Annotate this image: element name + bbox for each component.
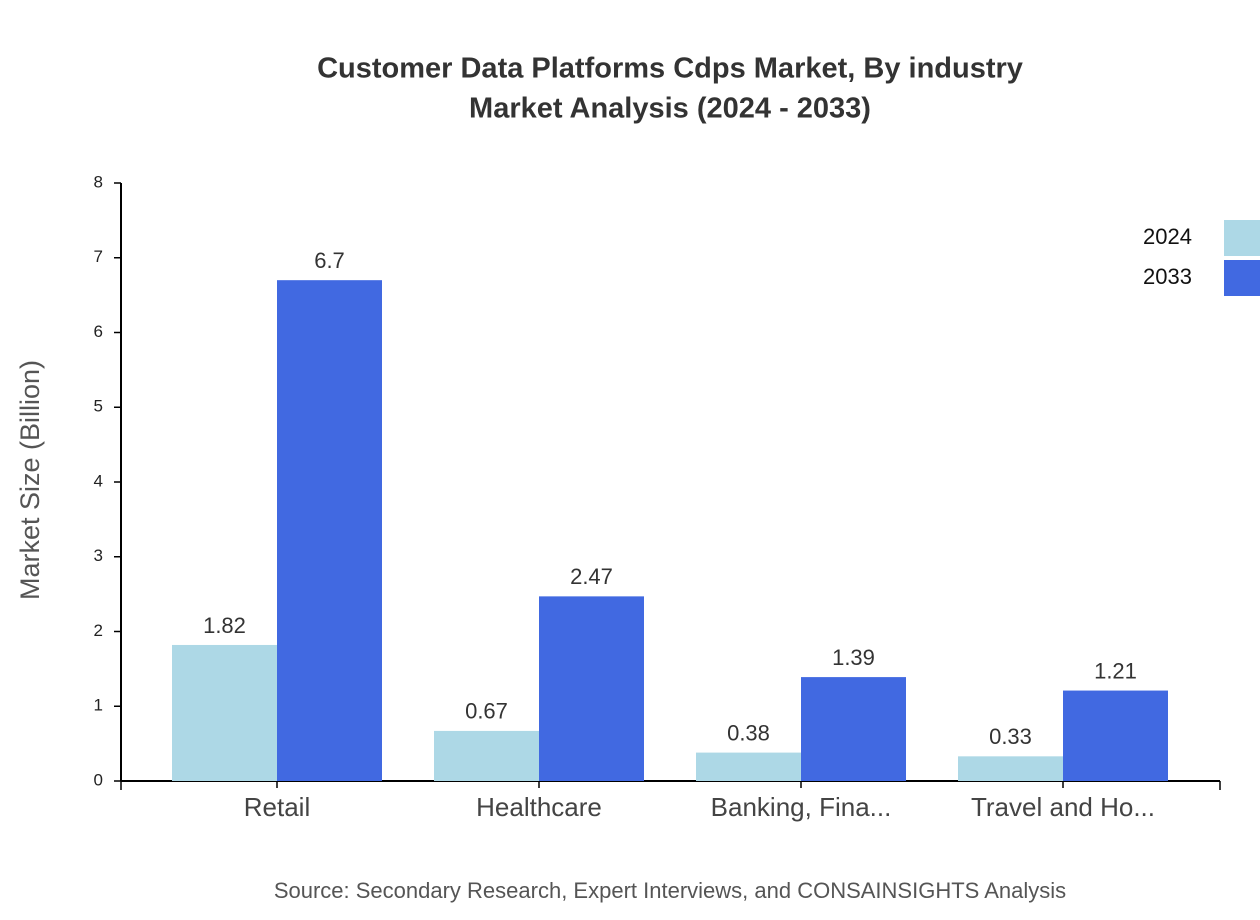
y-tick-label: 6	[94, 322, 103, 341]
y-tick-label: 5	[94, 397, 103, 416]
chart-title: Customer Data Platforms Cdps Market, By …	[317, 53, 1023, 85]
x-tick-label: Healthcare	[476, 792, 602, 822]
value-label: 1.21	[1094, 658, 1137, 683]
bar	[539, 596, 644, 781]
bar	[434, 730, 539, 781]
y-tick-label: 7	[94, 247, 103, 266]
legend-label: 2024	[1143, 224, 1192, 249]
bar	[172, 644, 277, 781]
bar	[277, 280, 382, 781]
y-tick-label: 1	[94, 696, 103, 715]
bar	[801, 677, 906, 781]
chart-subtitle: Market Analysis (2024 - 2033)	[469, 93, 871, 125]
y-tick-label: 0	[94, 770, 103, 789]
legend-label: 2033	[1143, 264, 1192, 289]
y-axis-title: Market Size (Billion)	[15, 360, 45, 600]
value-label: 2.47	[570, 564, 613, 589]
legend-swatch	[1224, 220, 1260, 256]
bar	[1063, 690, 1168, 781]
bar	[696, 752, 801, 781]
value-label: 0.67	[465, 699, 508, 724]
y-tick-label: 8	[94, 172, 103, 191]
value-label: 1.82	[203, 613, 246, 638]
value-label: 0.38	[727, 720, 770, 745]
value-label: 6.7	[314, 248, 345, 273]
value-label: 0.33	[989, 724, 1032, 749]
value-label: 1.39	[832, 645, 875, 670]
y-tick-label: 2	[94, 621, 103, 640]
legend-swatch	[1224, 260, 1260, 296]
x-tick-label: Travel and Ho...	[971, 792, 1155, 822]
bar	[958, 756, 1063, 781]
y-tick-label: 3	[94, 546, 103, 565]
source-note: Source: Secondary Research, Expert Inter…	[274, 878, 1066, 903]
y-tick-label: 4	[94, 471, 103, 490]
x-tick-label: Retail	[244, 792, 310, 822]
x-tick-label: Banking, Fina...	[711, 792, 892, 822]
